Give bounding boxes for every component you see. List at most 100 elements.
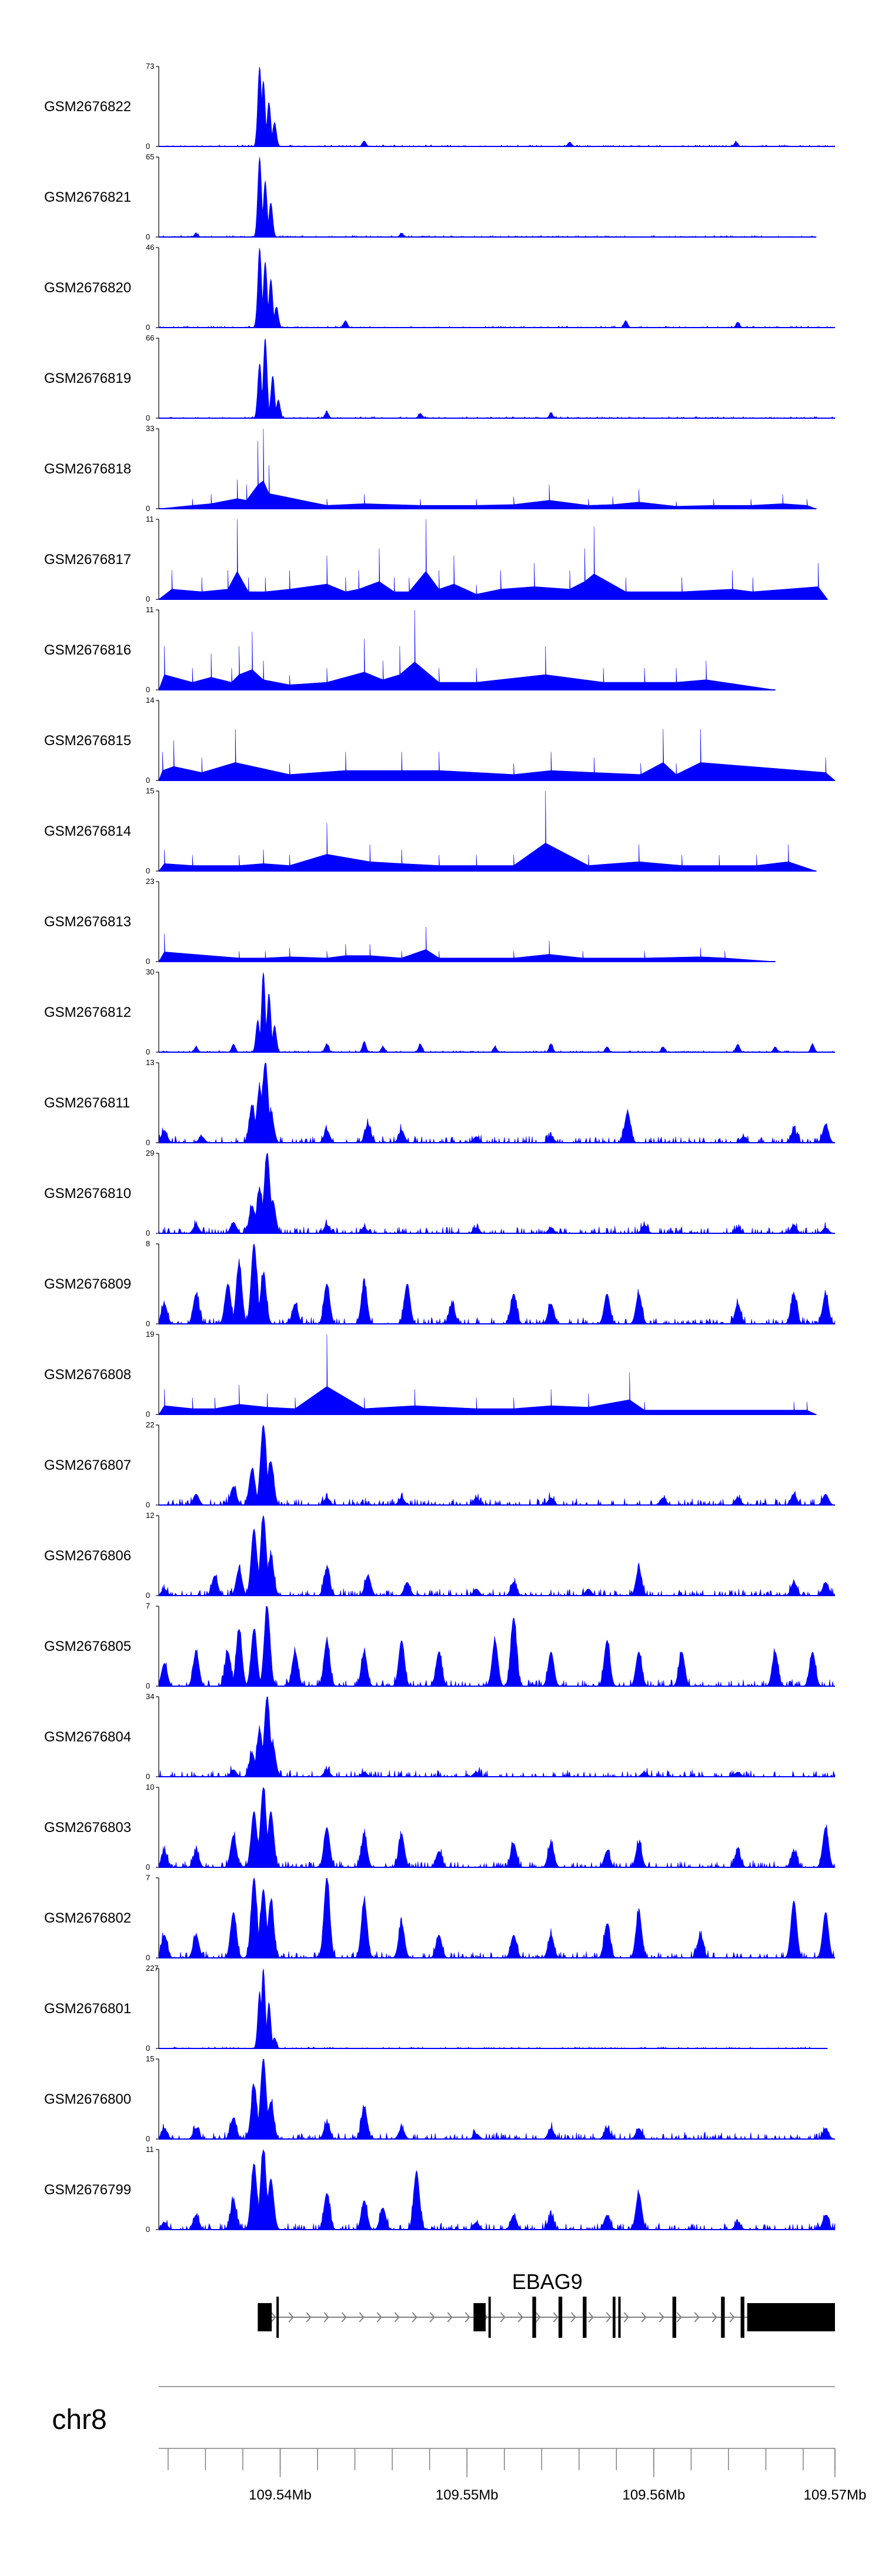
exon [473, 2303, 486, 2331]
y-min-label: 0 [146, 957, 150, 966]
strand-arrow [588, 2312, 594, 2323]
track-name-label: GSM2676820 [44, 280, 131, 296]
exon [488, 2297, 491, 2338]
exon [258, 2303, 272, 2331]
y-max-label: 14 [146, 696, 154, 705]
gene-track: EBAG9 [258, 2270, 835, 2338]
exon [618, 2297, 621, 2338]
signal-area [158, 790, 817, 872]
signal-area [158, 1243, 836, 1325]
signal-tracks: GSM2676822730GSM2676821650GSM2676820460G… [44, 62, 836, 2234]
track-name-label: GSM2676818 [44, 461, 131, 477]
track-name-label: GSM2676807 [44, 1457, 131, 1473]
y-max-label: 46 [146, 243, 154, 252]
signal-area [158, 972, 836, 1053]
strand-arrow [429, 2312, 435, 2323]
track-gsm2676801: GSM2676801 227 0 [44, 1964, 828, 2053]
track-name-label: GSM2676800 [44, 2091, 131, 2107]
track-gsm2676813: GSM2676813 23 0 [44, 877, 776, 966]
y-min-label: 0 [146, 1681, 150, 1690]
track-gsm2676809: GSM2676809 8 0 [44, 1239, 836, 1328]
track-name-label: GSM2676812 [44, 1005, 131, 1020]
exon [612, 2297, 616, 2338]
track-gsm2676804: GSM2676804 34 0 [44, 1692, 836, 1781]
y-max-label: 13 [146, 1058, 154, 1067]
axis-tick-label: 109.55Mb [436, 2487, 499, 2503]
signal-area [159, 156, 817, 238]
track-name-label: GSM2676806 [44, 1548, 131, 1564]
y-min-label: 0 [146, 1138, 150, 1147]
track-gsm2676814: GSM2676814 15 0 [44, 786, 817, 875]
y-min-label: 0 [146, 776, 150, 785]
track-gsm2676802: GSM2676802 7 0 [44, 1873, 836, 1962]
track-name-label: GSM2676802 [44, 1910, 131, 1926]
strand-arrow [288, 2312, 294, 2323]
track-name-label: GSM2676809 [44, 1276, 131, 1292]
y-min-label: 0 [146, 2044, 150, 2053]
y-min-label: 0 [146, 232, 150, 241]
y-min-label: 0 [146, 1953, 150, 1962]
signal-area [159, 248, 835, 328]
strand-arrow [729, 2312, 735, 2323]
track-gsm2676800: GSM2676800 15 0 [44, 2054, 836, 2143]
signal-area [158, 2149, 836, 2230]
track-gsm2676821: GSM2676821 65 0 [44, 152, 817, 241]
track-name-label: GSM2676813 [44, 914, 131, 930]
y-max-label: 7 [146, 1601, 150, 1610]
y-min-label: 0 [146, 1410, 150, 1419]
strand-arrow [553, 2312, 559, 2323]
y-max-label: 227 [146, 1964, 159, 1973]
signal-area [158, 926, 776, 962]
track-name-label: GSM2676816 [44, 642, 131, 658]
signal-area [158, 1787, 836, 1868]
gene-label-ebag9: EBAG9 [512, 2270, 583, 2294]
y-min-label: 0 [146, 1047, 150, 1056]
strand-arrow [323, 2312, 329, 2323]
strand-arrow [623, 2312, 629, 2323]
signal-area [158, 729, 836, 781]
track-name-label: GSM2676810 [44, 1186, 131, 1202]
track-name-label: GSM2676801 [44, 2001, 131, 2017]
track-name-label: GSM2676808 [44, 1367, 131, 1383]
track-name-label: GSM2676811 [44, 1095, 130, 1111]
axis-tick-label: 109.56Mb [622, 2487, 685, 2503]
y-max-label: 65 [146, 152, 154, 161]
exon [558, 2297, 563, 2338]
y-min-label: 0 [146, 142, 150, 151]
y-max-label: 33 [146, 424, 154, 433]
exon [721, 2297, 725, 2338]
y-max-label: 11 [146, 515, 154, 523]
y-max-label: 22 [146, 1420, 154, 1429]
y-max-label: 66 [146, 333, 154, 342]
y-min-label: 0 [146, 1772, 150, 1781]
track-gsm2676807: GSM2676807 22 0 [44, 1420, 836, 1509]
y-max-label: 19 [146, 1330, 154, 1339]
axis-tick-label: 109.57Mb [804, 2487, 867, 2503]
y-min-label: 0 [146, 1319, 150, 1328]
y-max-label: 29 [146, 1149, 154, 1157]
strand-arrow [641, 2312, 647, 2323]
signal-area [158, 1606, 835, 1687]
signal-area [158, 428, 817, 509]
strand-arrow [517, 2312, 523, 2323]
y-min-label: 0 [146, 504, 150, 513]
y-min-label: 0 [146, 595, 150, 603]
track-gsm2676818: GSM2676818 33 0 [44, 424, 817, 513]
track-gsm2676819: GSM2676819 66 0 [44, 333, 836, 422]
strand-arrow [676, 2312, 682, 2323]
y-min-label: 0 [146, 1863, 150, 1871]
track-gsm2676816: GSM2676816 11 0 [44, 605, 776, 694]
strand-arrow [412, 2312, 417, 2323]
track-gsm2676808: GSM2676808 19 0 [44, 1330, 817, 1419]
signal-area [159, 66, 836, 147]
y-max-label: 12 [146, 1511, 154, 1520]
track-name-label: GSM2676822 [44, 99, 131, 115]
strand-arrow [359, 2312, 365, 2323]
strand-arrow [341, 2312, 347, 2323]
strand-arrow [447, 2312, 453, 2323]
y-min-label: 0 [146, 2225, 150, 2234]
signal-area [158, 609, 776, 690]
track-name-label: GSM2676804 [44, 1729, 131, 1745]
exon [276, 2297, 279, 2338]
